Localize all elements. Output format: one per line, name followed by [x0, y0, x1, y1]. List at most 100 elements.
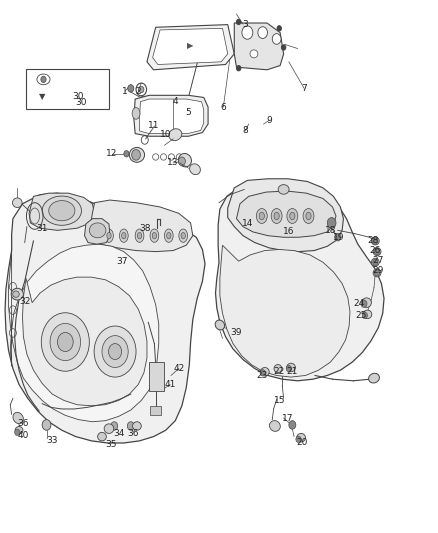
- Text: 25: 25: [355, 311, 367, 320]
- Circle shape: [57, 333, 73, 352]
- Polygon shape: [85, 219, 110, 244]
- Circle shape: [362, 312, 367, 319]
- Text: 30: 30: [76, 98, 87, 107]
- Ellipse shape: [363, 310, 372, 319]
- Ellipse shape: [122, 232, 126, 239]
- Circle shape: [42, 419, 51, 430]
- Polygon shape: [147, 25, 234, 70]
- Text: 7: 7: [301, 84, 307, 93]
- Ellipse shape: [256, 208, 267, 223]
- Text: 38: 38: [139, 224, 151, 233]
- Ellipse shape: [290, 212, 295, 220]
- Polygon shape: [134, 95, 208, 136]
- Circle shape: [14, 429, 20, 435]
- Ellipse shape: [107, 232, 111, 239]
- Text: 20: 20: [296, 439, 307, 448]
- Text: 17: 17: [282, 414, 294, 423]
- Text: 11: 11: [148, 121, 159, 130]
- Ellipse shape: [37, 74, 50, 85]
- Text: 21: 21: [286, 367, 298, 376]
- Circle shape: [374, 248, 380, 255]
- Bar: [149, 362, 164, 391]
- Ellipse shape: [166, 232, 171, 239]
- Text: 2: 2: [135, 86, 141, 95]
- Text: ▶: ▶: [187, 41, 194, 50]
- Ellipse shape: [258, 27, 268, 38]
- Text: 30: 30: [73, 92, 84, 101]
- Circle shape: [289, 421, 296, 429]
- Polygon shape: [90, 200, 193, 252]
- Circle shape: [335, 233, 341, 241]
- Text: ▼: ▼: [39, 92, 46, 101]
- Ellipse shape: [278, 184, 289, 194]
- Text: 29: 29: [373, 266, 384, 275]
- Text: 33: 33: [46, 437, 58, 446]
- Ellipse shape: [242, 26, 253, 39]
- Ellipse shape: [42, 196, 81, 225]
- Ellipse shape: [49, 200, 75, 221]
- Text: 12: 12: [106, 149, 118, 158]
- Circle shape: [282, 45, 286, 50]
- Text: 36: 36: [127, 430, 138, 439]
- Ellipse shape: [13, 413, 23, 424]
- Ellipse shape: [306, 212, 311, 220]
- Ellipse shape: [138, 232, 142, 239]
- Polygon shape: [152, 28, 228, 64]
- Circle shape: [361, 300, 367, 308]
- Ellipse shape: [169, 129, 182, 141]
- Circle shape: [237, 66, 241, 71]
- Ellipse shape: [179, 229, 187, 243]
- Circle shape: [260, 369, 265, 376]
- Ellipse shape: [178, 154, 191, 167]
- Text: 26: 26: [370, 246, 381, 255]
- Polygon shape: [140, 99, 204, 134]
- Ellipse shape: [135, 229, 144, 243]
- Circle shape: [139, 86, 144, 93]
- Text: 23: 23: [256, 371, 268, 380]
- Circle shape: [109, 344, 122, 360]
- Text: 1: 1: [122, 86, 128, 95]
- Text: 36: 36: [18, 419, 29, 428]
- Text: 6: 6: [220, 102, 226, 111]
- Polygon shape: [220, 245, 350, 377]
- Circle shape: [94, 326, 136, 377]
- Text: 27: 27: [373, 256, 384, 264]
- Ellipse shape: [274, 212, 279, 220]
- Circle shape: [373, 259, 378, 265]
- Polygon shape: [215, 180, 384, 381]
- Circle shape: [124, 151, 129, 157]
- Ellipse shape: [287, 364, 295, 372]
- Text: 28: 28: [367, 237, 378, 246]
- Text: 18: 18: [325, 226, 336, 235]
- Circle shape: [286, 366, 291, 372]
- Ellipse shape: [259, 212, 265, 220]
- Ellipse shape: [369, 373, 379, 383]
- Ellipse shape: [215, 320, 225, 330]
- Ellipse shape: [261, 368, 269, 376]
- Ellipse shape: [373, 248, 381, 256]
- Text: 16: 16: [283, 228, 295, 237]
- Ellipse shape: [181, 232, 185, 239]
- Text: 3: 3: [242, 20, 248, 29]
- Ellipse shape: [12, 198, 22, 207]
- Text: 22: 22: [274, 367, 285, 376]
- Circle shape: [374, 270, 380, 276]
- Ellipse shape: [133, 422, 141, 430]
- Text: 39: 39: [231, 328, 242, 337]
- Ellipse shape: [105, 229, 113, 243]
- Ellipse shape: [190, 164, 200, 175]
- Ellipse shape: [164, 229, 173, 243]
- Ellipse shape: [132, 108, 140, 119]
- Circle shape: [178, 157, 185, 165]
- Text: 15: 15: [274, 396, 286, 405]
- Ellipse shape: [287, 208, 298, 223]
- Ellipse shape: [373, 269, 381, 277]
- Circle shape: [102, 336, 128, 368]
- Polygon shape: [9, 237, 159, 422]
- Circle shape: [277, 26, 282, 31]
- Polygon shape: [5, 193, 205, 443]
- Text: 19: 19: [333, 233, 345, 242]
- Text: 32: 32: [19, 296, 30, 305]
- Ellipse shape: [371, 259, 379, 266]
- Ellipse shape: [272, 34, 281, 44]
